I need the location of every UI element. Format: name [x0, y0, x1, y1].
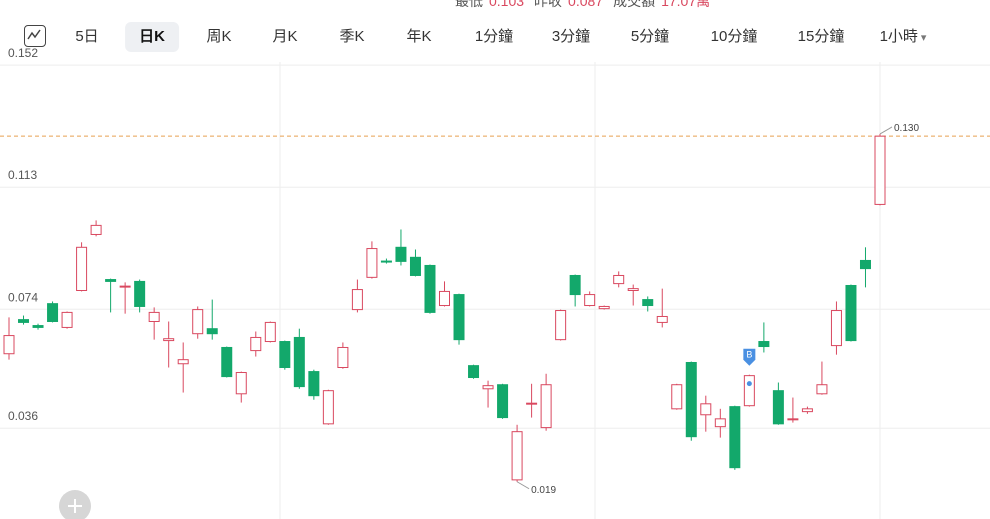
candle-body — [47, 303, 59, 322]
period-tab[interactable]: 周K — [206, 28, 232, 45]
candle-body — [584, 294, 596, 307]
buy-marker-label: B — [746, 350, 752, 360]
candle-body — [627, 288, 639, 291]
quote-label: 最低 — [455, 0, 483, 9]
period-tab[interactable]: 3分鐘 — [551, 28, 591, 45]
candle-body — [221, 346, 233, 378]
candle-body — [816, 384, 828, 395]
candle-body — [395, 246, 407, 262]
candle-body — [830, 310, 842, 347]
candle-body — [32, 325, 44, 328]
candle-body — [497, 384, 509, 419]
candle-body — [642, 299, 654, 307]
quote-value: 0.087 — [568, 0, 604, 9]
candle-body — [859, 259, 871, 270]
candle-body — [729, 406, 741, 469]
candle-body — [148, 311, 160, 322]
candle-body — [671, 384, 683, 410]
candle-body — [424, 264, 436, 313]
candle-body — [845, 284, 857, 342]
candle-body — [18, 319, 30, 323]
candle-body — [714, 418, 726, 428]
candle-body — [308, 371, 320, 397]
candle-body — [613, 274, 625, 285]
candle-body — [322, 390, 334, 425]
candle-body — [468, 365, 480, 379]
period-tab[interactable]: 年K — [406, 28, 432, 45]
period-tab[interactable]: 1分鐘 — [474, 28, 514, 45]
candle-body — [61, 311, 73, 328]
candle-body — [351, 289, 363, 311]
dropdown-caret: ▾ — [920, 32, 927, 44]
candle-body — [656, 315, 668, 323]
candle-body — [177, 359, 189, 365]
annotation-leader — [879, 126, 893, 135]
add-icon — [68, 499, 82, 513]
candle-body — [453, 294, 465, 341]
icon-glyph — [27, 29, 41, 40]
chart-type-icon[interactable] — [24, 25, 46, 47]
candle-body — [337, 346, 349, 369]
candle-body — [874, 135, 886, 205]
candle-body — [540, 384, 552, 429]
y-tick-label: 0.152 — [8, 46, 38, 60]
candle-body — [134, 280, 146, 307]
candle-body — [235, 372, 247, 395]
candle-body — [409, 256, 421, 276]
period-tab[interactable]: 月K — [272, 28, 298, 45]
candle-body — [119, 285, 131, 288]
candle-body — [192, 309, 204, 335]
candle-body — [801, 408, 813, 413]
y-tick-label: 0.113 — [8, 168, 37, 182]
buy-marker-dot — [746, 381, 752, 387]
candle-body — [511, 431, 523, 481]
candle-body — [163, 338, 175, 342]
candle-body — [685, 361, 697, 438]
buy-marker-pin — [743, 348, 756, 366]
candle-body — [743, 375, 755, 407]
quote-label: 昨收 — [534, 0, 563, 9]
candle-body — [758, 341, 770, 348]
quote-bar: 最低 0.103 昨收 0.087 成交額 17.07萬 — [455, 0, 720, 11]
candle-body — [772, 390, 784, 425]
quote-value: 0.103 — [489, 0, 525, 9]
annotation-label: 0.130 — [894, 123, 919, 134]
candle-body — [700, 403, 712, 416]
candle-body — [366, 248, 378, 278]
quote-value: 17.07萬 — [661, 0, 711, 9]
candle-body — [598, 305, 610, 310]
candle-body — [105, 279, 117, 282]
period-tab[interactable]: 1小時 ▾ — [879, 28, 927, 45]
y-tick-label: 0.036 — [8, 409, 38, 423]
candle-body — [279, 341, 291, 369]
candle-body — [264, 321, 276, 343]
candle-body — [569, 274, 581, 296]
annotation-leader — [516, 481, 530, 490]
candle-body — [482, 385, 494, 390]
period-tab[interactable]: 5日 — [75, 28, 99, 45]
period-tab[interactable]: 日K — [125, 22, 179, 52]
y-tick-label: 0.074 — [8, 290, 38, 304]
candle-body — [250, 336, 262, 352]
candle-body — [555, 310, 567, 341]
candle-body — [526, 402, 538, 405]
candle-body — [90, 224, 102, 235]
candle-body — [787, 418, 799, 421]
period-tab[interactable]: 10分鐘 — [710, 28, 758, 45]
candle-body — [3, 335, 15, 355]
quote-label: 成交額 — [613, 0, 656, 9]
period-tab[interactable]: 5分鐘 — [630, 28, 670, 45]
candle-body — [439, 290, 450, 307]
annotation-label: 0.019 — [531, 485, 556, 496]
period-tab[interactable]: 15分鐘 — [797, 28, 845, 45]
period-tab[interactable]: 季K — [339, 28, 365, 45]
candle-body — [206, 328, 218, 335]
period-toolbar: 5日 日K 周K 月K 季K 年K 1分鐘 3分鐘 5分鐘 10分鐘 15分鐘 1小時 ▾ — [0, 22, 990, 54]
candle-body — [380, 260, 392, 263]
candle-body — [76, 246, 88, 291]
candle-body — [293, 336, 305, 388]
